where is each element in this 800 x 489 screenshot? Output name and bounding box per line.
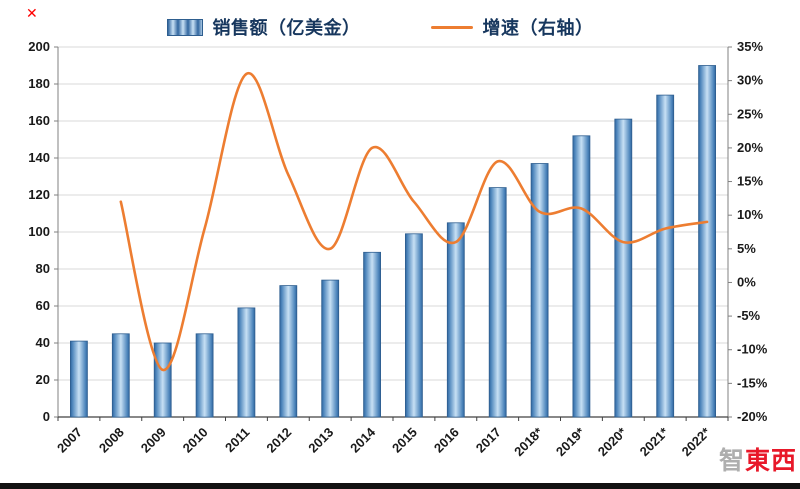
bar-2013 <box>321 279 340 418</box>
right-axis-label: -15% <box>737 375 768 390</box>
right-axis-label: -5% <box>737 308 761 323</box>
x-axis-label: 2013 <box>305 425 336 456</box>
right-axis-label: 20% <box>737 140 763 155</box>
bar-2022* <box>698 65 716 418</box>
left-axis-label: 0 <box>43 409 50 424</box>
x-axis-label: 2019* <box>553 424 588 459</box>
x-axis-label: 2011 <box>222 425 253 456</box>
bar-2010 <box>195 333 214 418</box>
legend-label-growth: 增速（右轴） <box>482 18 594 38</box>
bar-2016 <box>446 222 465 418</box>
bottom-divider-bar <box>0 483 800 489</box>
bar-2018* <box>530 163 549 418</box>
axis-labels: 0 20 40 60 80 100 120 140 160 180 200 35% 30% 25% 20% 1… <box>28 39 767 459</box>
bar-2012 <box>279 285 298 418</box>
legend-label-sales: 销售额（亿美金） <box>212 18 361 38</box>
bar-2020* <box>614 118 633 418</box>
chart-legend: 销售额（亿美金） 增速（右轴） <box>0 14 760 40</box>
left-axis-label: 180 <box>28 76 50 91</box>
bar-2017 <box>488 187 507 418</box>
watermark-part1: 智 <box>718 447 745 475</box>
x-axis-label: 2014 <box>347 424 379 456</box>
right-axis-label: 10% <box>737 207 763 222</box>
right-axis-label: 35% <box>737 39 763 54</box>
bar-2008 <box>111 333 130 418</box>
right-axis-label: 30% <box>737 73 763 88</box>
left-axis-label: 20 <box>36 372 50 387</box>
legend-item-growth: 增速（右轴） <box>430 14 594 40</box>
x-axis-label: 2016 <box>431 425 462 456</box>
right-axis-label: 0% <box>737 274 756 289</box>
right-axis-label: -20% <box>737 409 768 424</box>
left-axis-label: 60 <box>36 298 50 313</box>
x-axis-label: 2021* <box>637 424 672 459</box>
line-series-swatch-icon <box>430 25 473 29</box>
x-axis-label: 2010 <box>180 425 211 456</box>
bar-2014 <box>363 251 382 418</box>
x-axis-label: 2007 <box>54 425 85 456</box>
bar-2019* <box>572 135 591 418</box>
red-x-icon: ✕ <box>26 5 38 21</box>
growth-line <box>119 72 709 372</box>
left-axis-label: 100 <box>28 224 50 239</box>
bar-2009 <box>153 342 172 418</box>
x-axis-label: 2022* <box>679 424 714 459</box>
x-axis-label: 2020* <box>595 424 630 459</box>
legend-item-sales: 销售额（亿美金） <box>166 14 361 40</box>
x-axis-label: 2012 <box>263 425 294 456</box>
right-axis-label: 15% <box>737 174 763 189</box>
watermark-logo: 智東西 <box>719 441 797 477</box>
left-axis-label: 160 <box>28 113 50 128</box>
bar-2015 <box>404 233 423 418</box>
bar-2007 <box>70 340 88 418</box>
bar-series <box>70 65 716 418</box>
x-axis-label: 2017 <box>473 425 504 456</box>
left-axis-label: 140 <box>28 150 50 165</box>
bar-series-swatch-icon <box>166 18 203 36</box>
x-axis-label: 2009 <box>138 425 169 456</box>
line-series <box>119 72 709 372</box>
right-axis-label: -10% <box>737 342 768 357</box>
watermark-part2: 東西 <box>744 447 797 475</box>
right-axis-label: 25% <box>737 106 763 121</box>
bar-2021* <box>656 94 675 418</box>
x-axis-label: 2008 <box>96 425 127 456</box>
left-axis-label: 40 <box>36 335 50 350</box>
bar-2011 <box>237 307 256 418</box>
right-axis-label: 5% <box>737 241 756 256</box>
x-axis-label: 2015 <box>389 425 420 456</box>
left-axis-label: 200 <box>28 39 50 54</box>
left-axis-label: 120 <box>28 187 50 202</box>
left-axis-label: 80 <box>36 261 50 276</box>
x-axis-label: 2018* <box>511 424 546 459</box>
